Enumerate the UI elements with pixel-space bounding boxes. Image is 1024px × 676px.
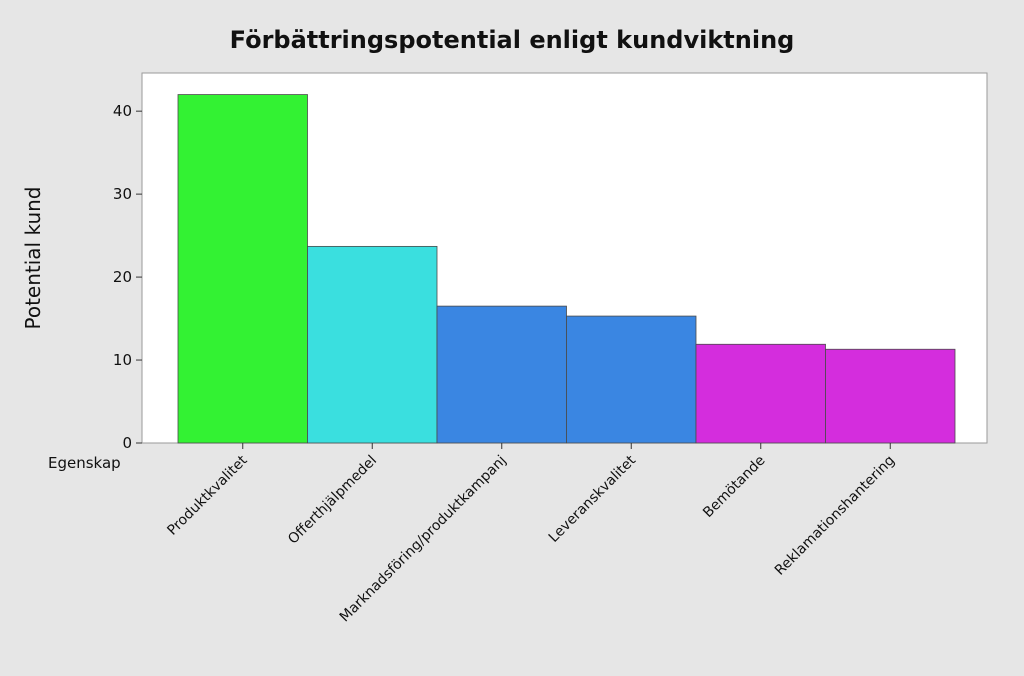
- y-tick-label: 40: [113, 102, 132, 120]
- bar-5: [695, 343, 826, 444]
- bar-1: [177, 94, 308, 444]
- bar-2: [307, 245, 438, 444]
- y-tick-label: 30: [113, 185, 132, 203]
- y-axis: 0 10 20 30 40: [113, 102, 142, 452]
- bar-4: [566, 315, 697, 444]
- y-tick-label: 10: [113, 351, 132, 369]
- y-tick-label: 0: [122, 434, 132, 452]
- bar-6: [825, 348, 956, 444]
- x-axis-label: Egenskap: [48, 454, 121, 472]
- bar-3: [436, 305, 567, 444]
- bars-group: [177, 94, 956, 444]
- y-axis-label: Potential kund: [21, 187, 45, 330]
- y-tick-label: 20: [113, 268, 132, 286]
- chart-title: Förbättringspotential enligt kundviktnin…: [230, 26, 795, 54]
